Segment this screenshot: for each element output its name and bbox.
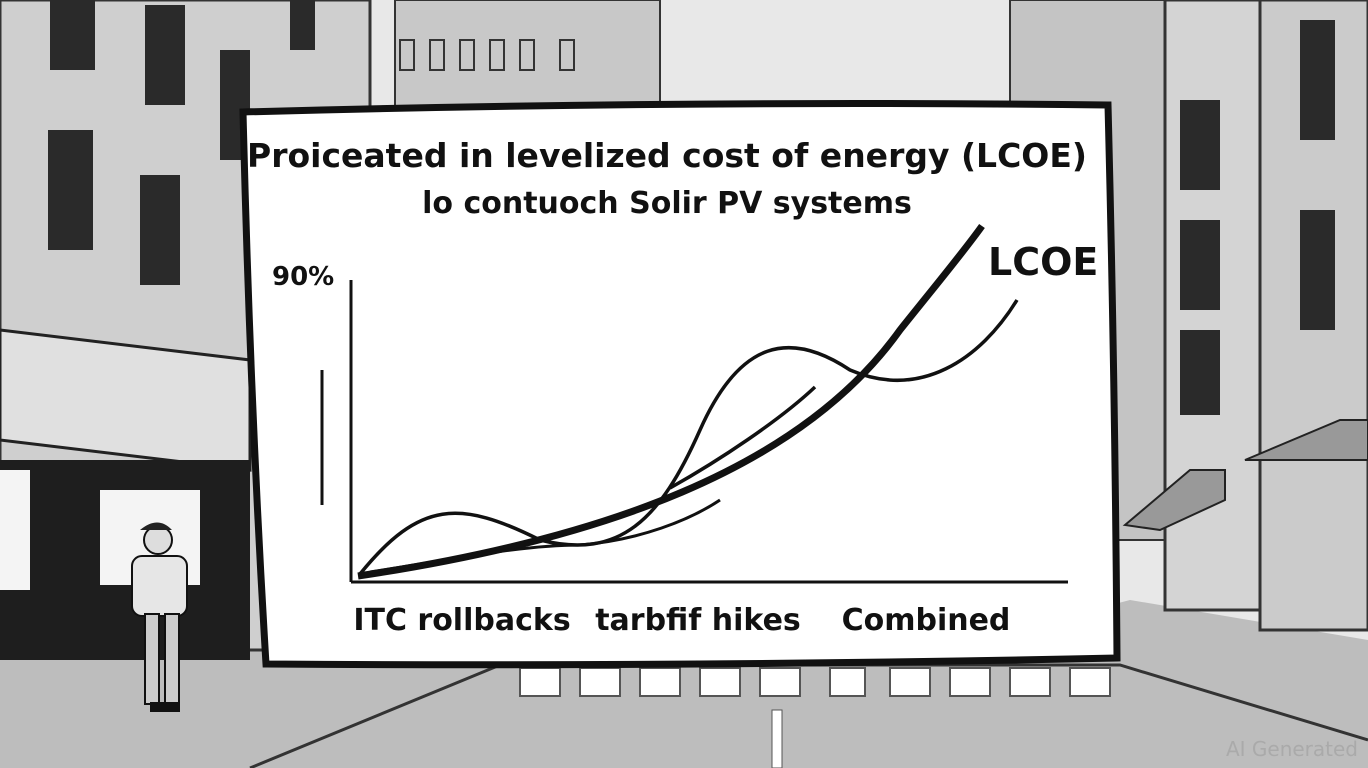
- building-back: [394, 0, 661, 111]
- watermark: AI Generated: [1226, 737, 1358, 761]
- curve-thick: [357, 223, 985, 580]
- curve: [669, 385, 817, 490]
- category-label: ITC rollbacks: [353, 603, 570, 638]
- awning-right: [1244, 419, 1368, 461]
- awning-right: [1122, 469, 1226, 532]
- windows-back: [399, 39, 575, 71]
- sign-title: Proiceated in levelized cost of energy (…: [247, 136, 1087, 175]
- y-label: 90%: [272, 262, 334, 292]
- shop-window: [0, 470, 30, 590]
- curve: [358, 299, 1019, 576]
- sign-board: [239, 100, 1121, 669]
- lane-mark: [771, 709, 783, 768]
- windows-right: [1180, 20, 1335, 415]
- category-label: tarbfif hikes: [595, 603, 801, 638]
- curve: [369, 498, 721, 574]
- sign-subtitle: lo contuoch Solir PV systems: [422, 186, 912, 221]
- curve-label: LCOE: [988, 240, 1098, 284]
- person: [131, 522, 188, 712]
- category-label: Combined: [842, 603, 1011, 638]
- crosswalk: [519, 667, 1111, 697]
